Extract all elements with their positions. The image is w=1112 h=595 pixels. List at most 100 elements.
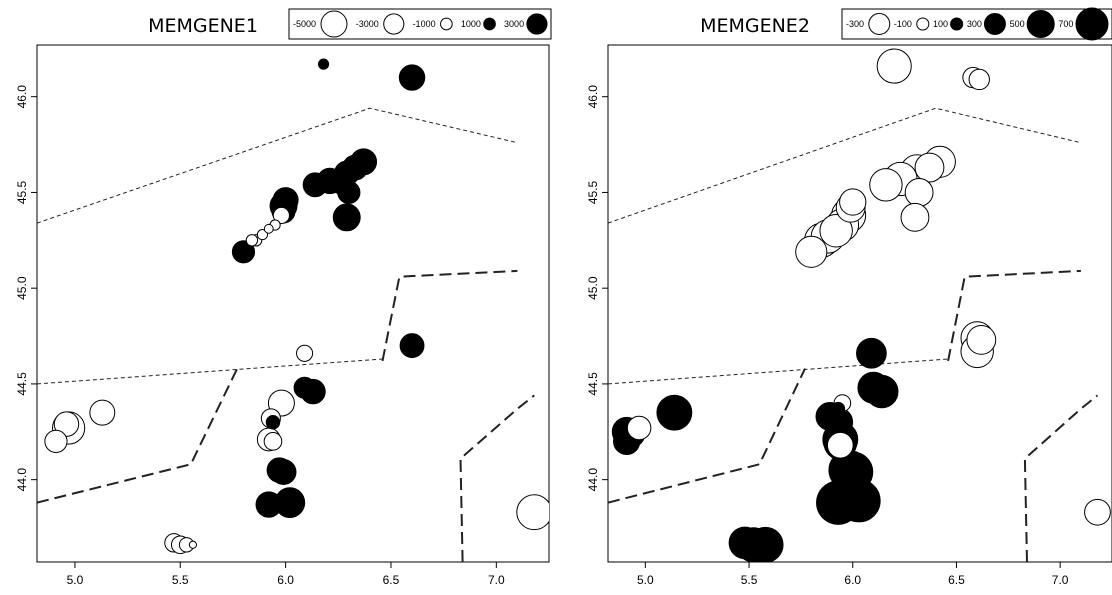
legend-label: 100 <box>933 19 948 29</box>
x-tick-label: 5.5 <box>741 573 758 587</box>
negative-point <box>900 202 930 232</box>
positive-point <box>332 203 361 232</box>
positive-point <box>398 64 426 91</box>
x-tick-label: 6.0 <box>844 573 861 587</box>
y-tick-label: 44.5 <box>15 372 29 396</box>
legend-label: -100 <box>894 19 912 29</box>
negative-point <box>869 168 903 202</box>
positive-point <box>266 457 293 483</box>
legend-negative-symbol <box>383 13 405 35</box>
negative-point <box>819 214 853 248</box>
negative-point <box>966 324 997 355</box>
data-points <box>44 58 549 555</box>
positive-point <box>317 58 330 70</box>
negative-point <box>795 235 828 268</box>
legend-label: -5000 <box>293 19 316 29</box>
legend-negative-symbol <box>440 17 453 31</box>
negative-point <box>876 48 912 84</box>
positive-point <box>857 371 890 404</box>
positive-point <box>337 180 361 205</box>
legend-negative-symbol <box>868 13 891 35</box>
memgene2-panel: MEMGENE2 5.0 5.5 6.0 6.5 7.0 44.0 44.5 45.0 45.5 4… <box>586 7 1112 587</box>
legend-negative-symbol <box>916 17 930 31</box>
y-tick-label: 46.0 <box>15 85 29 109</box>
y-tick-label: 45.0 <box>15 276 29 300</box>
memgene1-panel: MEMGENE1 5.0 5.5 6.0 6.5 7.0 44.0 44.5 45.0 45.5 4… <box>15 8 552 587</box>
y-tick-label: 45.5 <box>15 180 29 204</box>
legend-positive-symbol <box>1026 9 1055 39</box>
chart-title: MEMGENE1 <box>148 15 258 37</box>
legend-positive-symbol <box>526 13 548 35</box>
boundary-line <box>608 107 1082 224</box>
legend-negative-symbol <box>320 10 348 38</box>
negative-point <box>188 540 198 549</box>
negative-point <box>296 344 314 362</box>
boundary-line <box>947 269 1081 362</box>
x-tick-label: 7.0 <box>1052 573 1069 587</box>
negative-point <box>256 228 269 241</box>
negative-point <box>44 429 68 453</box>
negative-point <box>826 431 854 459</box>
legend-label: 1000 <box>461 19 481 29</box>
legend-label: 700 <box>1058 19 1073 29</box>
y-tick-label: 44.5 <box>586 372 600 396</box>
positive-point <box>856 337 887 369</box>
legend: -300 -100 100 300 500 700 <box>841 7 1112 41</box>
negative-point <box>53 411 80 437</box>
x-tick-label: 6.5 <box>383 573 400 587</box>
legend-label: 300 <box>967 19 982 29</box>
y-tick-label: 46.0 <box>586 85 600 109</box>
negative-point <box>516 494 549 531</box>
x-tick-label: 6.0 <box>277 573 294 587</box>
boundary-lines <box>608 107 1099 562</box>
y-tick-label: 45.5 <box>586 180 600 204</box>
positive-point <box>231 240 256 264</box>
boundary-line <box>608 368 806 504</box>
x-tick-label: 5.0 <box>637 573 654 587</box>
positive-point <box>265 414 281 430</box>
positive-point <box>728 526 762 560</box>
negative-point <box>968 68 990 91</box>
negative-point <box>272 206 290 224</box>
negative-point <box>904 178 934 207</box>
x-tick-label: 7.0 <box>488 573 505 587</box>
positive-point <box>656 394 693 431</box>
negative-point <box>263 432 283 451</box>
chart-title: MEMGENE2 <box>700 15 810 37</box>
negative-point <box>245 234 259 247</box>
boundary-lines <box>37 107 535 562</box>
plot-frame <box>607 44 1112 563</box>
boundary-line <box>608 358 949 385</box>
negative-point <box>839 188 867 216</box>
negative-point <box>263 223 274 234</box>
x-tick-label: 5.5 <box>172 573 189 587</box>
positive-point <box>405 333 419 347</box>
x-tick-label: 6.5 <box>948 573 965 587</box>
legend-label: -3000 <box>356 19 379 29</box>
legend-positive-symbol <box>1075 7 1109 41</box>
data-points <box>611 48 1111 562</box>
negative-point <box>626 415 652 441</box>
boundary-line <box>37 358 383 385</box>
legend-positive-symbol <box>483 17 496 31</box>
legend: -5000 -3000 -1000 1000 3000 <box>288 8 552 40</box>
legend-label: -300 <box>846 19 864 29</box>
negative-point <box>1084 498 1111 526</box>
legend-positive-symbol <box>983 13 1006 35</box>
positive-point <box>831 401 846 416</box>
positive-point <box>293 376 316 399</box>
y-tick-label: 44.0 <box>586 468 600 492</box>
boundary-line <box>1023 394 1099 562</box>
legend-positive-symbol <box>950 17 964 31</box>
legend-label: 500 <box>1010 19 1025 29</box>
positive-point <box>302 172 328 198</box>
legend-label: 3000 <box>504 19 524 29</box>
y-tick-label: 45.0 <box>586 276 600 300</box>
plot-frame <box>36 44 550 563</box>
y-tick-label: 44.0 <box>15 468 29 492</box>
negative-point <box>89 399 116 426</box>
x-tick-label: 5.0 <box>67 573 84 587</box>
positive-point <box>255 491 282 518</box>
legend-label: -1000 <box>413 19 436 29</box>
